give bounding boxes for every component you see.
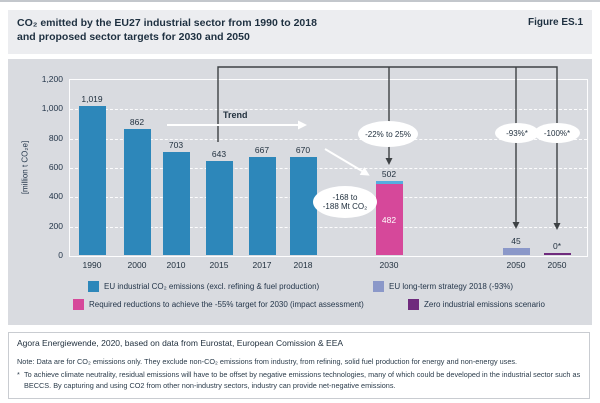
bar-value-2010: 703 bbox=[168, 139, 184, 150]
y-tick-400: 400 bbox=[48, 191, 63, 202]
figure-title-line1: CO₂ emitted by the EU27 industrial secto… bbox=[17, 17, 317, 29]
gridline-200 bbox=[70, 226, 587, 228]
x-tick-2018: 2018 bbox=[293, 260, 313, 270]
figure-title-line2: and proposed sector targets for 2030 and… bbox=[17, 31, 250, 43]
x-tick-2010: 2010 bbox=[166, 260, 186, 270]
figure-number: Figure ES.1 bbox=[527, 17, 583, 28]
target-2030-badge: -22% to 25% bbox=[358, 121, 418, 147]
bar-value-2000: 862 bbox=[129, 116, 145, 127]
bar-2015-segment-eu_industrial bbox=[205, 160, 233, 255]
x-tick-2030: 2030 bbox=[379, 260, 399, 270]
reduction-badge-line2: -188 Mt CO₂ bbox=[322, 202, 368, 211]
y-tick-0: 0 bbox=[58, 250, 63, 260]
bar-inner-value: 482 bbox=[381, 214, 397, 225]
chart-panel: [million t CO₂e] 1,200 1,000 800 600 400 200 0… bbox=[8, 59, 592, 325]
x-tick-2015: 2015 bbox=[209, 260, 229, 270]
legend-item-required-reductions: Required reductions to achieve the -55% … bbox=[73, 299, 364, 310]
legend-swatch-zero-emissions bbox=[408, 299, 419, 310]
x-tick-2050: 2050 bbox=[547, 260, 567, 270]
legend-item-long-term-strategy: EU long-term strategy 2018 (-93%) bbox=[373, 281, 513, 292]
x-tick-2000: 2000 bbox=[127, 260, 147, 270]
y-tick-200: 200 bbox=[48, 220, 63, 231]
legend-swatch-long-term-strategy bbox=[373, 281, 384, 292]
y-tick-800: 800 bbox=[48, 132, 63, 143]
bar-value-2050: 45 bbox=[511, 236, 521, 247]
legend-label: EU long-term strategy 2018 (-93%) bbox=[389, 282, 514, 291]
legend-label: EU industrial CO₂ emissions (excl. refin… bbox=[104, 282, 320, 291]
figure-title: CO₂ emitted by the EU27 industrial secto… bbox=[17, 16, 583, 44]
x-tick-2017: 2017 bbox=[252, 260, 272, 270]
figure-header: CO₂ emitted by the EU27 industrial secto… bbox=[8, 10, 592, 54]
bar-2010-segment-eu_industrial bbox=[162, 151, 190, 255]
legend-item-eu-industrial: EU industrial CO₂ emissions (excl. refin… bbox=[88, 281, 319, 292]
bar-2017-segment-eu_industrial bbox=[248, 157, 276, 255]
trend-label: Trend bbox=[223, 110, 248, 120]
legend-swatch-eu-industrial bbox=[88, 281, 99, 292]
source-line: Agora Energiewende, 2020, based on data … bbox=[17, 338, 344, 348]
bar-value-2030: 502 bbox=[381, 169, 397, 180]
target-2050-zero-badge: -100%* bbox=[534, 123, 580, 143]
reduction-badge: -168 to -188 Mt CO₂ bbox=[313, 186, 377, 218]
legend-swatch-required-reductions bbox=[73, 299, 84, 310]
gridline-1000 bbox=[70, 109, 587, 111]
bar-2018-segment-eu_industrial bbox=[289, 156, 317, 255]
bar-value-2018: 670 bbox=[295, 144, 311, 155]
asterisk-note-text: To achieve climate neutrality, residual … bbox=[24, 370, 581, 390]
bar-2050-segment-eu_long_term_strategy bbox=[502, 248, 530, 255]
legend-label: Zero industrial emissions scenario bbox=[424, 300, 545, 309]
legend-label: Required reductions to achieve the -55% … bbox=[89, 300, 364, 309]
x-tick-1990: 1990 bbox=[82, 260, 102, 270]
y-tick-1200: 1,200 bbox=[41, 74, 63, 84]
asterisk: * bbox=[17, 370, 20, 379]
data-note: Note: Data are for CO₂ emissions only. T… bbox=[17, 357, 518, 366]
footer: Agora Energiewende, 2020, based on data … bbox=[8, 332, 590, 399]
x-tick-2050: 2050 bbox=[506, 260, 526, 270]
bar-value-2050: 0* bbox=[552, 241, 562, 251]
bar-2000-segment-eu_industrial bbox=[123, 128, 151, 255]
bar-1990-segment-eu_industrial bbox=[78, 105, 106, 255]
bar-2050-segment-zero_emissions bbox=[543, 253, 571, 255]
bar-value-1990: 1,019 bbox=[81, 93, 103, 104]
y-tick-1000: 1,000 bbox=[41, 103, 63, 114]
asterisk-note: * To achieve climate neutrality, residua… bbox=[17, 370, 583, 391]
y-tick-600: 600 bbox=[48, 162, 63, 172]
bar-2030-segment-required_reductions: 482 bbox=[375, 184, 403, 255]
reduction-badge-line1: -168 to bbox=[332, 193, 358, 202]
bar-2030-segment-eu_industrial_light bbox=[375, 181, 403, 185]
target-2050-strategy-badge: -93%* bbox=[495, 123, 539, 143]
legend-item-zero-emissions: Zero industrial emissions scenario bbox=[408, 299, 545, 310]
